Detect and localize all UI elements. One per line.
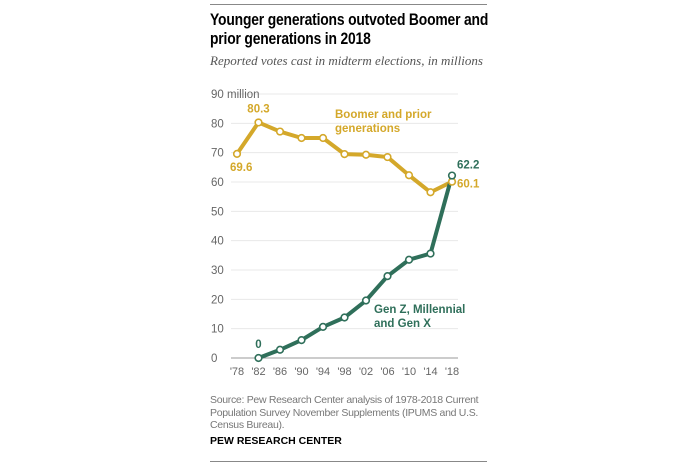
data-point bbox=[426, 188, 435, 197]
chart-footer: Source: Pew Research Center analysis of … bbox=[210, 394, 500, 447]
data-label: 60.1 bbox=[457, 179, 480, 191]
x-tick-label: '02 bbox=[359, 366, 373, 378]
data-point bbox=[297, 336, 306, 345]
y-tick-label: 90 million bbox=[211, 89, 260, 101]
data-point bbox=[340, 150, 349, 159]
x-tick-label: '98 bbox=[337, 366, 351, 378]
x-tick-label: '06 bbox=[380, 366, 394, 378]
top-rule bbox=[210, 4, 487, 5]
x-tick-label: '82 bbox=[251, 366, 265, 378]
data-point bbox=[318, 133, 328, 143]
data-label: 80.3 bbox=[247, 103, 269, 115]
data-point bbox=[275, 345, 285, 354]
y-tick-label: 50 bbox=[211, 206, 224, 218]
data-point bbox=[318, 322, 328, 332]
data-point bbox=[340, 313, 349, 322]
x-tick-label: '14 bbox=[423, 366, 437, 378]
x-tick-label: '94 bbox=[316, 366, 330, 378]
data-point bbox=[383, 272, 392, 281]
data-point bbox=[254, 353, 263, 363]
y-tick-label: 40 bbox=[211, 236, 224, 248]
data-point bbox=[361, 296, 371, 305]
y-tick-label: 20 bbox=[211, 294, 224, 306]
source-note: Source: Pew Research Center analysis of … bbox=[210, 394, 479, 431]
data-point bbox=[426, 249, 435, 258]
data-label: 69.6 bbox=[230, 162, 252, 174]
data-point bbox=[361, 150, 371, 159]
data-point bbox=[404, 255, 414, 264]
bottom-rule bbox=[210, 461, 487, 462]
data-point bbox=[297, 133, 306, 143]
data-point bbox=[404, 171, 414, 180]
x-tick-label: '90 bbox=[294, 366, 308, 378]
x-tick-label: '78 bbox=[230, 366, 244, 378]
y-tick-label: 0 bbox=[211, 353, 217, 365]
data-label: 0 bbox=[255, 339, 261, 351]
brand-label: PEW RESEARCH CENTER bbox=[210, 434, 342, 447]
series-label-genz-millennial-genx: Gen Z, Millennial and Gen X bbox=[374, 304, 465, 330]
y-tick-label: 10 bbox=[211, 324, 224, 336]
data-point bbox=[275, 127, 285, 136]
data-point bbox=[447, 171, 457, 180]
x-tick-label: '86 bbox=[273, 366, 287, 378]
series-label-boomer: Boomer and prior generations bbox=[335, 109, 432, 135]
y-tick-label: 80 bbox=[211, 118, 224, 130]
y-tick-label: 30 bbox=[211, 265, 224, 277]
data-point bbox=[383, 152, 392, 162]
x-tick-label: '18 bbox=[445, 366, 459, 378]
chart-subtitle: Reported votes cast in midterm elections… bbox=[210, 53, 483, 68]
x-tick-label: '10 bbox=[402, 366, 416, 378]
data-label: 62.2 bbox=[457, 160, 479, 172]
chart-title: Younger generations outvoted Boomer and … bbox=[210, 11, 489, 48]
y-tick-label: 70 bbox=[211, 148, 224, 160]
y-tick-label: 60 bbox=[211, 177, 224, 189]
data-point bbox=[254, 118, 263, 127]
data-point bbox=[232, 149, 242, 158]
series-line-1 bbox=[257, 175, 454, 360]
chart-header: Younger generations outvoted Boomer and … bbox=[210, 11, 500, 68]
